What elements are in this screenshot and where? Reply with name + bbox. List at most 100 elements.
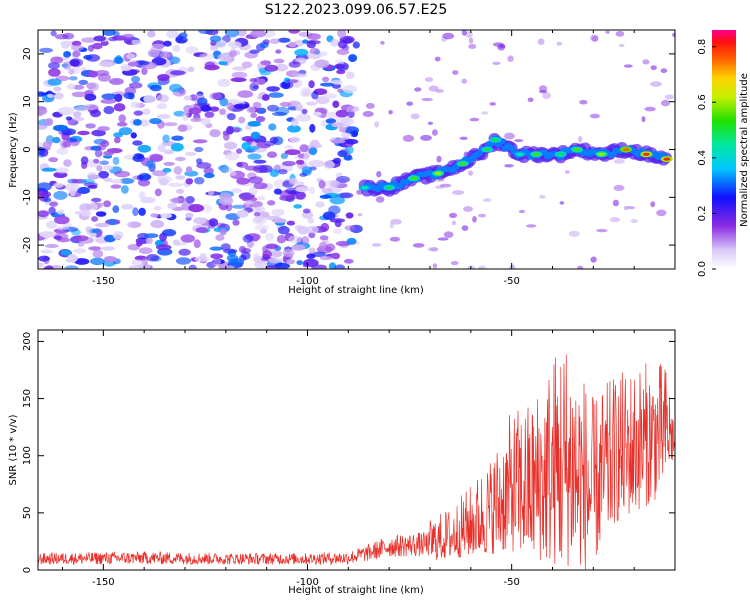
noise-blob <box>145 160 156 169</box>
noise-blob <box>219 108 226 115</box>
noise-blob <box>145 237 153 245</box>
signal-core <box>622 147 630 152</box>
noise-blob <box>150 213 159 218</box>
noise-blob <box>185 46 199 54</box>
noise-blob <box>246 106 256 114</box>
noise-blob <box>478 265 486 269</box>
noise-blob <box>253 211 261 217</box>
noise-blob <box>247 146 260 151</box>
noise-blob <box>556 41 563 46</box>
noise-blob <box>126 53 136 60</box>
noise-blob <box>315 201 325 208</box>
spectrogram-xlabel: Height of straight line (km) <box>288 285 424 296</box>
noise-blob <box>72 50 81 58</box>
noise-blob <box>146 254 160 262</box>
noise-blob <box>131 259 145 266</box>
noise-blob <box>237 90 254 98</box>
noise-blob <box>443 231 454 239</box>
noise-blob <box>137 179 151 187</box>
noise-blob <box>204 111 215 118</box>
noise-blob <box>329 218 346 223</box>
noise-blob <box>219 97 229 107</box>
noise-blob <box>262 39 270 45</box>
noise-blob <box>489 102 496 106</box>
noise-blob <box>342 37 353 44</box>
noise-blob <box>336 176 350 183</box>
noise-blob <box>253 253 260 261</box>
y-tick-label: 10 <box>22 95 33 108</box>
snr-ylabel: SNR (10 * v/v) <box>8 414 19 485</box>
noise-blob <box>279 81 294 90</box>
noise-blob <box>231 71 248 79</box>
noise-blob <box>208 190 215 196</box>
noise-blob <box>346 105 360 113</box>
noise-blob <box>537 38 545 45</box>
noise-blob <box>481 111 489 115</box>
noise-blob <box>81 37 97 43</box>
noise-blob <box>67 253 78 263</box>
noise-blob <box>71 91 87 98</box>
noise-blob <box>266 151 278 158</box>
noise-blob <box>210 253 224 259</box>
noise-blob <box>406 101 414 106</box>
noise-blob <box>380 41 385 45</box>
y-tick-label: -10 <box>22 189 33 205</box>
colorbar-ticks: 0.0 0.2 0.4 0.6 0.8 <box>697 39 716 277</box>
noise-blob <box>130 101 141 109</box>
noise-blob <box>347 110 355 119</box>
noise-blob <box>261 94 270 101</box>
noise-blob <box>149 118 162 124</box>
noise-blob <box>171 197 187 204</box>
noise-blob <box>335 109 349 118</box>
noise-blob <box>644 106 656 112</box>
noise-blob <box>618 43 625 48</box>
noise-blob <box>140 196 156 204</box>
noise-blob <box>252 101 262 109</box>
noise-blob <box>296 113 312 122</box>
noise-blob <box>63 159 72 167</box>
noise-blob <box>268 257 281 264</box>
noise-blob <box>288 30 300 34</box>
noise-blob <box>507 55 514 62</box>
noise-blob <box>219 228 227 236</box>
noise-blob <box>526 224 537 228</box>
noise-blob <box>69 187 76 197</box>
noise-blob <box>66 83 76 90</box>
noise-blob <box>217 53 233 62</box>
noise-blob <box>275 49 282 54</box>
noise-blob <box>200 105 212 112</box>
noise-blob <box>178 248 191 256</box>
noise-blob <box>163 161 175 166</box>
noise-blob <box>472 216 477 223</box>
noise-blob <box>209 92 223 100</box>
colorbar-tick-label: 0.6 <box>697 94 708 110</box>
noise-blob <box>48 206 56 215</box>
noise-blob <box>306 253 316 259</box>
noise-blob <box>468 37 474 44</box>
noise-blob <box>77 130 90 136</box>
noise-blob <box>54 34 69 40</box>
noise-blob <box>342 85 358 94</box>
noise-blob <box>317 51 328 57</box>
noise-blob <box>656 209 667 217</box>
noise-blob <box>85 123 96 129</box>
noise-blob <box>309 123 316 133</box>
noise-blob <box>247 153 262 160</box>
noise-blob <box>579 99 588 105</box>
noise-blob <box>291 73 307 78</box>
noise-blob <box>162 134 170 143</box>
noise-blob <box>227 113 236 121</box>
noise-blob <box>38 142 44 147</box>
noise-blob <box>242 234 254 243</box>
noise-blob <box>150 220 165 229</box>
noise-blob <box>92 42 103 50</box>
noise-blob <box>204 64 220 71</box>
noise-blob <box>88 246 101 251</box>
noise-blob <box>241 136 255 142</box>
noise-blob <box>132 207 139 217</box>
noise-blob <box>414 87 422 92</box>
noise-blob <box>109 78 124 85</box>
noise-blob <box>68 76 78 81</box>
noise-blob <box>450 261 459 266</box>
noise-blob <box>100 98 116 104</box>
